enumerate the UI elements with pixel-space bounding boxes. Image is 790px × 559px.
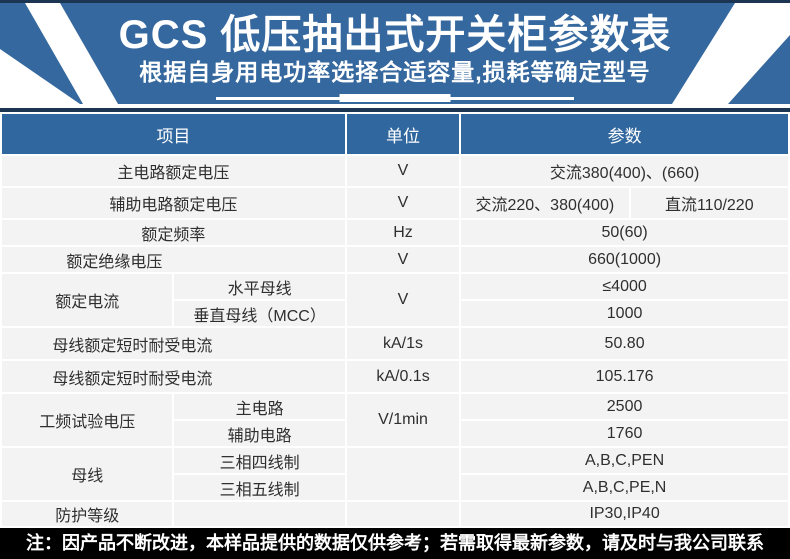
cell-sub-horizontal-busbar: 水平母线 [174,274,345,299]
cell-item: 母线额定短时耐受电流 [2,361,345,392]
cell-param-main: 2500 [461,394,788,419]
footer-note: 注：因产品不断改进，本样品提供的数据仅供参考；若需取得最新参数，请及时与我公司联… [0,528,790,559]
cell-unit: kA/1s [346,328,460,359]
row-aux-circuit-voltage: 辅助电路额定电压 V 交流220、380(400) 直流110/220 [2,188,788,218]
cell-unit: V/1min [346,394,460,446]
cell-param: 50.80 [461,328,788,359]
row-busbar-five-wire: 三相五线制 A,B,C,PE,N [2,475,788,500]
cell-item: 母线额定短时耐受电流 [2,328,345,359]
cell-sub-aux-circuit: 辅助电路 [174,421,345,446]
row-power-freq-test-main: 工频试验电压 主电路 V/1min 2500 [2,394,788,446]
diagonal-stripes-decoration [0,3,790,104]
row-rated-insulation-voltage: 额定绝缘电压 V 660(1000) [2,247,788,272]
cell-param: 105.176 [461,361,788,392]
row-rated-current-horizontal: 额定电流 水平母线 V ≤4000 [2,274,788,326]
cell-unit-empty [346,448,460,500]
banner: GCS 低压抽出式开关柜参数表 根据自身用电功率选择合适容量,损耗等确定型号 [0,0,790,104]
row-busbar-withstand-1s: 母线额定短时耐受电流 kA/1s 50.80 [2,328,788,359]
row-protection-degree: 防护等级 IP30,IP40 [2,502,788,526]
cell-unit: V [346,274,460,326]
page-title: GCS 低压抽出式开关柜参数表 [118,13,672,57]
cell-item-busbar: 母线 [2,448,173,500]
header-param: 参数 [461,114,788,154]
cell-unit: V [346,156,460,186]
row-rated-frequency: 额定频率 Hz 50(60) [2,220,788,245]
cell-item-power-freq-test: 工频试验电压 [2,394,173,446]
cell-param-vertical: 1000 [461,301,788,326]
cell-unit: kA/0.1s [346,361,460,392]
cell-item: 额定绝缘电压 [2,247,345,272]
cell-item: 防护等级 [2,502,173,526]
row-power-freq-test-aux: 辅助电路 1760 [2,421,788,446]
cell-item-rated-current: 额定电流 [2,274,173,326]
title-underline [216,94,574,102]
navy-accent-strip [0,108,790,112]
cell-sub-empty [174,502,345,526]
page-subtitle: 根据自身用电功率选择合适容量,损耗等确定型号 [139,59,651,85]
header-item: 项目 [2,114,345,154]
row-main-circuit-voltage: 主电路额定电压 V 交流380(400)、(660) [2,156,788,186]
cell-param-ac: 交流220、380(400) [461,188,629,218]
cell-param-four-wire: A,B,C,PEN [461,448,788,473]
cell-unit: Hz [346,220,460,245]
cell-param: IP30,IP40 [461,502,788,526]
cell-param-dc: 直流110/220 [630,188,788,218]
cell-sub-four-wire: 三相四线制 [174,448,345,473]
cell-sub-vertical-busbar: 垂直母线（MCC） [174,301,345,326]
row-rated-current-vertical: 垂直母线（MCC） 1000 [2,301,788,326]
cell-param: 50(60) [461,220,788,245]
cell-param: 交流380(400)、(660) [461,156,788,186]
row-busbar-four-wire: 母线 三相四线制 A,B,C,PEN [2,448,788,500]
cell-param-horizontal: ≤4000 [461,274,788,299]
cell-unit: V [346,247,460,272]
white-gap-strip [0,104,790,108]
cell-item: 主电路额定电压 [2,156,345,186]
cell-sub-five-wire: 三相五线制 [174,475,345,500]
cell-param-five-wire: A,B,C,PE,N [461,475,788,500]
underline-center-segment [339,94,451,102]
cell-param-aux: 1760 [461,421,788,446]
row-busbar-withstand-01s: 母线额定短时耐受电流 kA/0.1s 105.176 [2,361,788,392]
table-header-row: 项目 单位 参数 [2,114,788,154]
cell-sub-main-circuit: 主电路 [174,394,345,419]
cell-unit: V [346,188,460,218]
cell-param: 660(1000) [461,247,788,272]
cell-item: 额定频率 [2,220,345,245]
cell-unit-empty [346,502,460,526]
parameter-table: 项目 单位 参数 主电路额定电压 V 交流380(400)、(660) 辅助电路… [0,112,790,528]
header-unit: 单位 [346,114,460,154]
cell-item: 辅助电路额定电压 [2,188,345,218]
